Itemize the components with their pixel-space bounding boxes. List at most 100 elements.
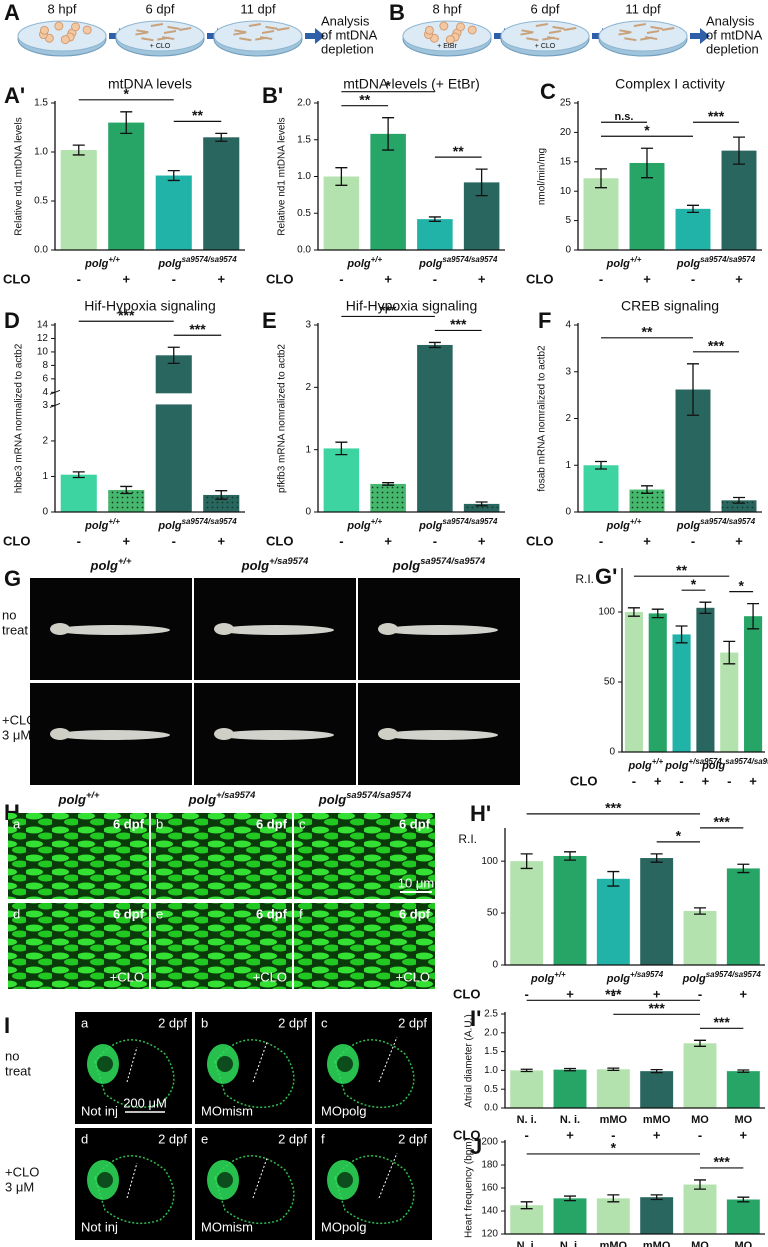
treatment-sign: + bbox=[654, 773, 662, 788]
muscle-image bbox=[151, 903, 292, 989]
x-tick-label: N. i. bbox=[517, 1114, 537, 1126]
genotype-sup: +/+ bbox=[371, 255, 383, 264]
significance-label: ** bbox=[359, 91, 370, 107]
error-bar bbox=[382, 117, 395, 151]
treatment-sign: + bbox=[653, 986, 661, 1001]
genotype-label: polgsa9574/sa9574 bbox=[701, 757, 768, 772]
y-tick-label: 180 bbox=[481, 1160, 498, 1171]
bar bbox=[510, 1070, 544, 1108]
treatment-label: CLO bbox=[453, 1127, 480, 1142]
condition-label: MOpolg bbox=[321, 1219, 367, 1234]
x-tick-label: mMO bbox=[600, 1114, 628, 1126]
bar bbox=[596, 1198, 630, 1234]
axes bbox=[317, 101, 505, 251]
bar bbox=[155, 175, 192, 250]
stage-label: 6 dpf bbox=[256, 906, 288, 921]
chamber bbox=[97, 1056, 113, 1072]
y-axis-label: pfkfb3 mRNA nomralized to actb2 bbox=[277, 344, 288, 493]
stage-label: 6 dpf bbox=[399, 906, 431, 921]
error-bar bbox=[737, 1196, 750, 1203]
treatment-label: +CLO bbox=[396, 969, 430, 984]
step-note: + CLO bbox=[150, 43, 171, 50]
muscle-image bbox=[151, 813, 292, 899]
larva bbox=[552, 25, 565, 30]
error-bar bbox=[520, 1068, 533, 1073]
error-bar bbox=[607, 1194, 620, 1203]
x-tick-label: MO bbox=[734, 1114, 752, 1126]
result-text: depletion bbox=[706, 41, 759, 56]
embryo bbox=[39, 25, 49, 35]
treatment-label: CLO bbox=[570, 773, 597, 788]
bar bbox=[648, 613, 667, 752]
y-tick-label: 1 bbox=[305, 444, 311, 455]
significance-label: *** bbox=[450, 316, 467, 332]
treatment-sign: + bbox=[702, 773, 710, 788]
genotype-base: polg bbox=[90, 558, 118, 573]
larva bbox=[136, 29, 149, 34]
treatment-label: +CLO bbox=[110, 969, 144, 984]
diameter bbox=[252, 1041, 268, 1083]
larva bbox=[135, 31, 148, 36]
heart-outline bbox=[94, 1155, 175, 1225]
error-bar bbox=[475, 501, 488, 507]
y-tick-label: 2 bbox=[305, 382, 311, 393]
genotype-label: polgsa9574/sa9574 bbox=[318, 790, 412, 807]
bar bbox=[683, 1043, 717, 1108]
embryo bbox=[82, 25, 92, 35]
larva bbox=[624, 37, 637, 42]
genotype-sup: +/+ bbox=[652, 757, 664, 766]
significance-label: ** bbox=[192, 107, 203, 123]
row-label: treat bbox=[5, 1063, 31, 1078]
error-bar bbox=[520, 1201, 533, 1210]
axes bbox=[317, 323, 505, 513]
genotype-label: polgsa9574/sa9574 bbox=[676, 517, 756, 532]
genotype-label: polgsa9574/sa9574 bbox=[676, 255, 756, 270]
significance-label: *** bbox=[605, 800, 622, 816]
y-axis-label: Atrial diameter (A.U.) bbox=[464, 1014, 475, 1107]
error-bar bbox=[733, 136, 745, 165]
error-bar bbox=[694, 1179, 706, 1190]
treatment-sign: - bbox=[599, 533, 603, 548]
treatment-sign: - bbox=[77, 271, 81, 286]
result-text: Analysis bbox=[706, 13, 755, 28]
y-tick-label: 0.0 bbox=[484, 1103, 498, 1114]
significance-label: *** bbox=[708, 338, 725, 354]
bar bbox=[640, 1071, 674, 1108]
bar bbox=[463, 503, 500, 512]
larva bbox=[141, 37, 154, 42]
error-bar bbox=[564, 851, 576, 861]
genotype-base: polg bbox=[84, 258, 108, 270]
error-bar bbox=[72, 144, 85, 156]
muscle-image bbox=[294, 903, 435, 989]
y-axis-label: nmol/min/mg bbox=[537, 148, 548, 205]
genotype-sup: sa9574/sa9574 bbox=[420, 556, 486, 566]
panel-letter: I bbox=[4, 1013, 10, 1038]
panel-letter: G' bbox=[595, 564, 617, 589]
larva bbox=[261, 30, 275, 34]
bar bbox=[583, 465, 619, 512]
y-axis-label: hbbe3 mRNA normalized to actb2 bbox=[14, 343, 25, 493]
treatment-sign: - bbox=[611, 986, 615, 1001]
result-text: of mtDNA bbox=[706, 27, 763, 42]
fish-head bbox=[50, 623, 70, 635]
bar bbox=[683, 1184, 717, 1234]
treatment-sign: - bbox=[433, 533, 437, 548]
bar bbox=[726, 1071, 760, 1108]
stage-label: 2 dpf bbox=[398, 1015, 427, 1030]
treatment-sign: + bbox=[735, 271, 743, 286]
condition-label: MOmism bbox=[201, 1103, 253, 1118]
treatment-sign: + bbox=[566, 986, 574, 1001]
fish-head bbox=[378, 623, 398, 635]
condition-label: MOpolg bbox=[321, 1103, 367, 1118]
bar bbox=[553, 1069, 587, 1108]
axis-break bbox=[52, 393, 245, 405]
step-note: + EtBr bbox=[437, 43, 457, 50]
error-bar bbox=[72, 471, 85, 479]
bar bbox=[553, 855, 587, 965]
error-bar bbox=[520, 853, 533, 870]
step-time: 8 hpf bbox=[433, 1, 462, 16]
y-tick-label: 0.0 bbox=[297, 245, 311, 256]
diameter bbox=[252, 1157, 268, 1199]
bar bbox=[726, 1199, 760, 1234]
larva bbox=[564, 26, 577, 31]
